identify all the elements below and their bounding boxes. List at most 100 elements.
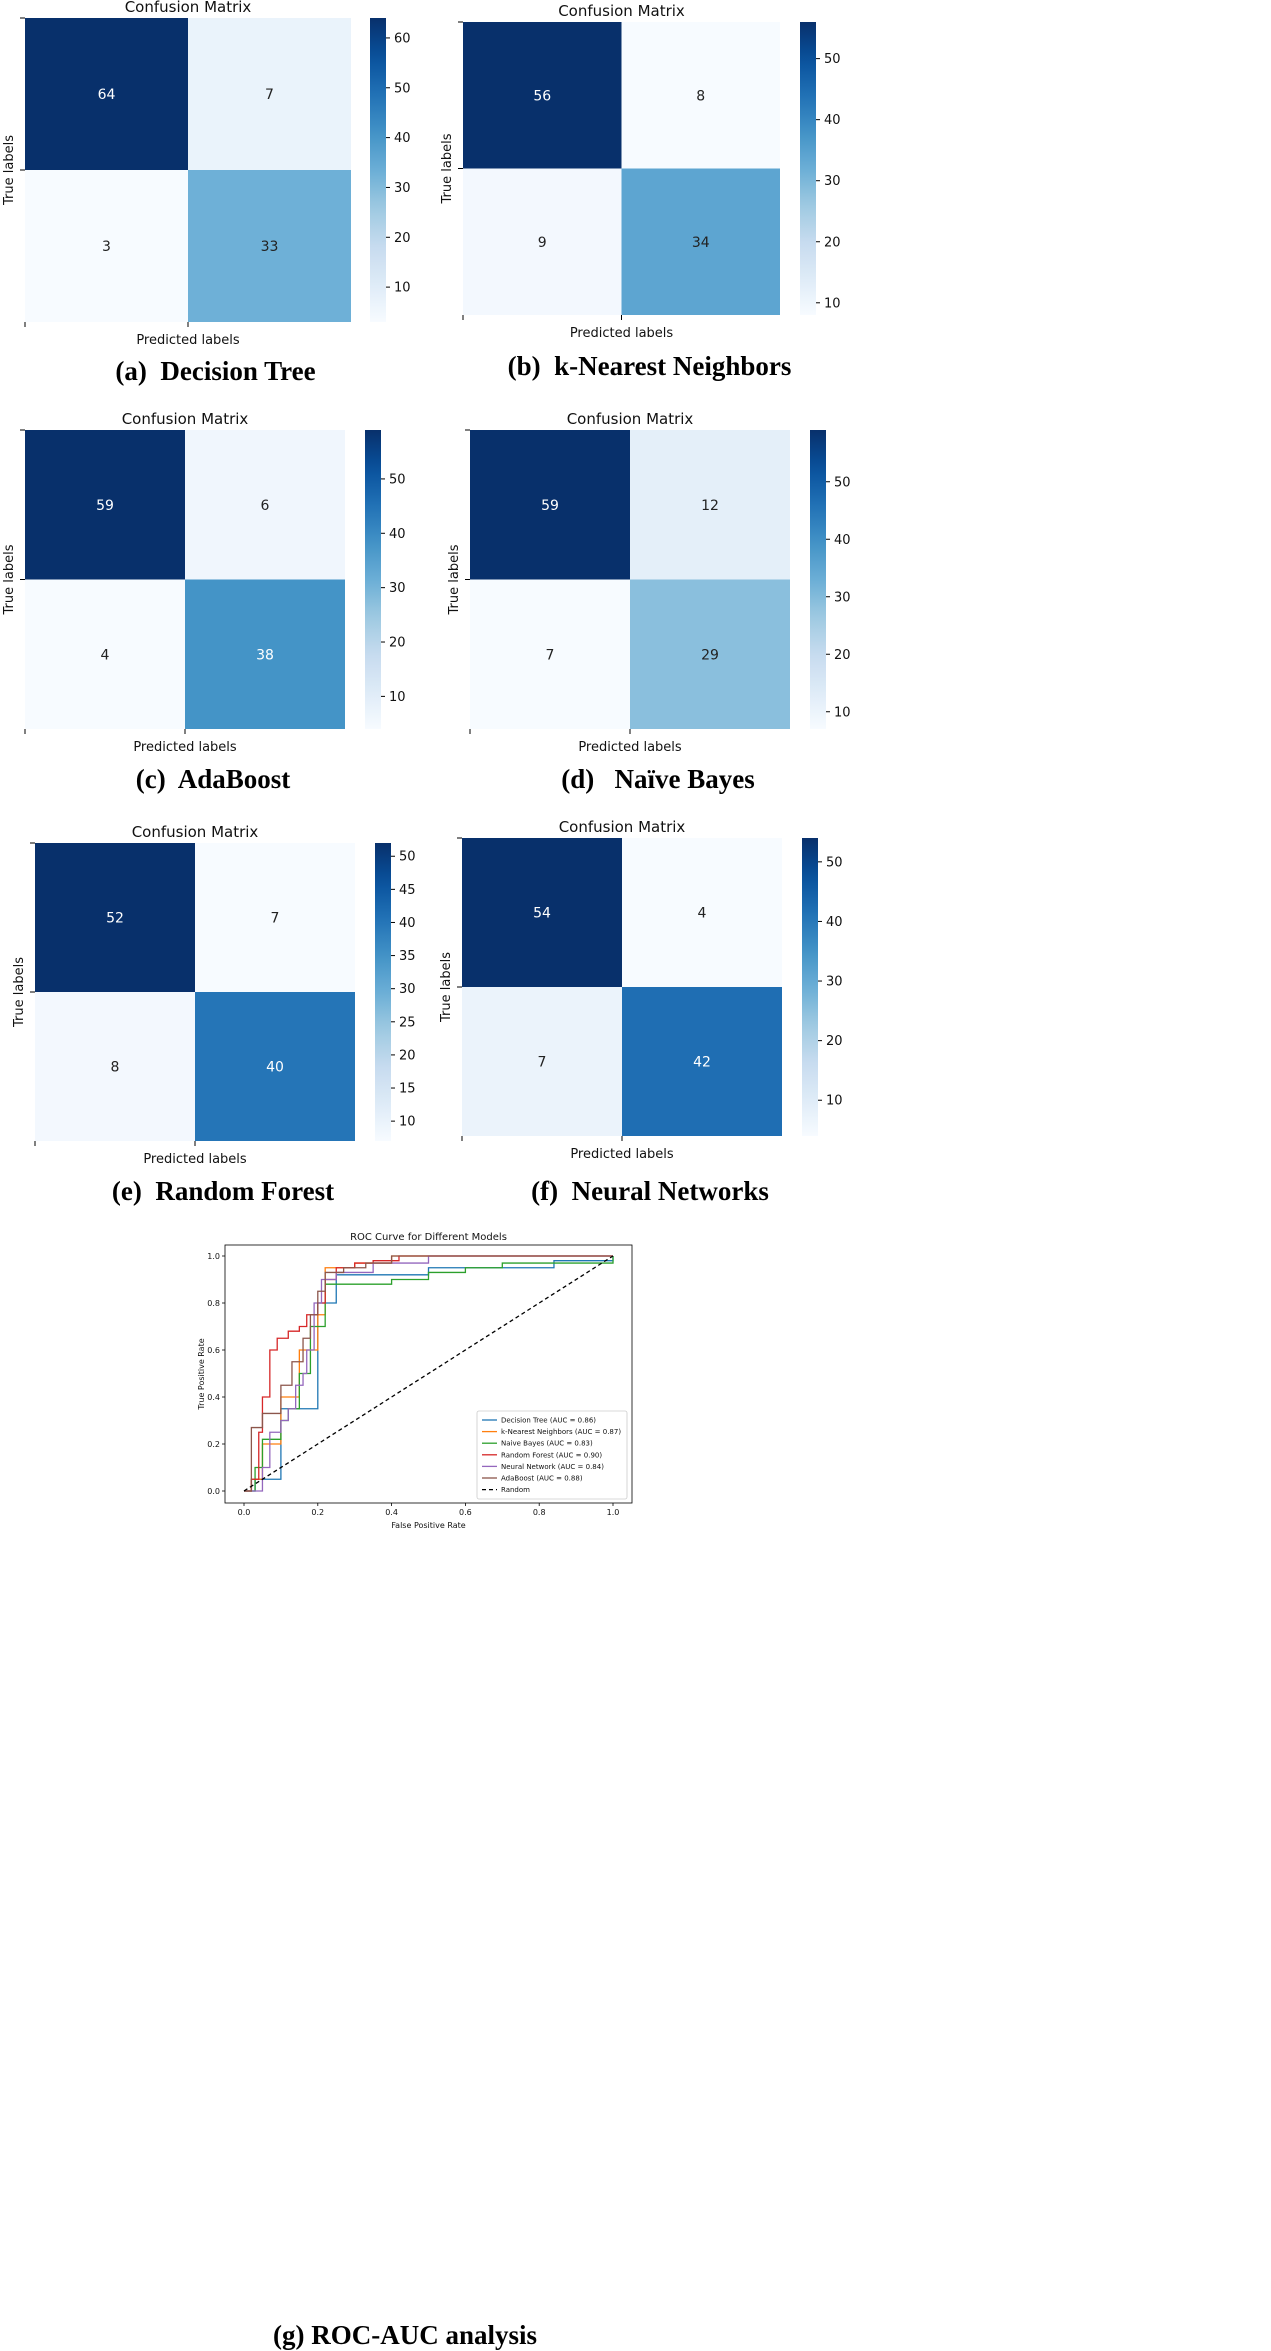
legend-label: k-Nearest Neighbors (AUC = 0.87) bbox=[501, 1428, 621, 1436]
panel-caption: (b) k-Nearest Neighbors bbox=[508, 351, 792, 381]
heatmap-cell bbox=[621, 22, 780, 169]
colorbar bbox=[365, 430, 381, 729]
colorbar-tick-label: 25 bbox=[399, 1015, 416, 1030]
colorbar-tick-label: 20 bbox=[389, 636, 406, 651]
roc-panel: ROC Curve for Different Models 0.0 0.2 0.4 0… bbox=[197, 1232, 633, 2350]
y-axis-label: True labels bbox=[2, 544, 17, 615]
confusion-matrix-panel: 59 12 7 29 Confusion Matrix Predicted labels T… bbox=[447, 410, 851, 794]
heatmap-cell bbox=[462, 838, 622, 987]
cell-value-label: 7 bbox=[546, 647, 555, 663]
legend-label: Naive Bayes (AUC = 0.83) bbox=[501, 1440, 593, 1448]
heatmap-cell bbox=[470, 430, 630, 580]
colorbar-tick-label: 40 bbox=[834, 533, 851, 548]
x-axis-label: Predicted labels bbox=[143, 1152, 247, 1167]
heatmap-cell bbox=[188, 170, 351, 322]
cell-value-label: 4 bbox=[698, 906, 707, 922]
y-tick-label: 0.8 bbox=[207, 1299, 220, 1308]
heatmap-cell bbox=[630, 430, 790, 580]
y-tick-label: 0.0 bbox=[207, 1487, 220, 1496]
colorbar-tick-label: 50 bbox=[394, 81, 411, 96]
legend-box bbox=[476, 1410, 628, 1500]
x-axis-label: False Positive Rate bbox=[391, 1521, 465, 1530]
x-tick-label: 1.0 bbox=[607, 1508, 620, 1517]
colorbar-tick-label: 35 bbox=[399, 949, 416, 964]
roc-series-line bbox=[243, 1255, 614, 1492]
y-axis-label: True labels bbox=[440, 133, 455, 204]
colorbar-tick-label: 30 bbox=[826, 975, 843, 990]
colorbar-tick-label: 10 bbox=[826, 1094, 843, 1109]
x-axis-label: Predicted labels bbox=[136, 333, 240, 348]
cell-value-label: 7 bbox=[265, 87, 274, 103]
y-axis-label: True labels bbox=[447, 544, 462, 615]
cell-value-label: 6 bbox=[261, 498, 270, 514]
cell-value-label: 40 bbox=[266, 1060, 284, 1076]
x-tick-label: 0.4 bbox=[385, 1508, 398, 1517]
colorbar-tick-label: 60 bbox=[394, 31, 411, 46]
colorbar-tick-label: 45 bbox=[399, 883, 416, 898]
cell-value-label: 7 bbox=[271, 911, 280, 927]
roc-series-line bbox=[244, 1256, 614, 1492]
heatmap-cell bbox=[185, 579, 345, 729]
colorbar-tick-label: 20 bbox=[824, 235, 841, 250]
panel-caption: (g) ROC-AUC analysis bbox=[273, 2320, 537, 2350]
colorbar-tick-label: 30 bbox=[394, 181, 411, 196]
colorbar-tick-label: 40 bbox=[824, 113, 841, 128]
chart-title: Confusion Matrix bbox=[122, 410, 249, 428]
colorbar-tick-label: 30 bbox=[834, 590, 851, 605]
chart-title: Confusion Matrix bbox=[132, 823, 259, 841]
heatmap-cell bbox=[35, 992, 195, 1141]
colorbar-tick-label: 20 bbox=[826, 1034, 843, 1049]
colorbar-tick-label: 50 bbox=[826, 855, 843, 870]
colorbar-tick-label: 50 bbox=[824, 52, 841, 67]
colorbar bbox=[375, 843, 391, 1141]
cell-value-label: 42 bbox=[693, 1055, 711, 1071]
cell-value-label: 7 bbox=[538, 1055, 547, 1071]
legend-label: Decision Tree (AUC = 0.86) bbox=[501, 1417, 596, 1425]
colorbar-tick-label: 10 bbox=[824, 296, 841, 311]
colorbar bbox=[370, 18, 386, 322]
confusion-matrix-panel: 59 6 4 38 Confusion Matrix Predicted labels Tr… bbox=[2, 410, 406, 794]
colorbar-tick-label: 40 bbox=[394, 131, 411, 146]
y-tick-label: 0.2 bbox=[207, 1440, 220, 1449]
roc-series-line bbox=[244, 1255, 613, 1492]
colorbar bbox=[810, 430, 826, 729]
colorbar-tick-label: 40 bbox=[826, 915, 843, 930]
y-axis-label: True labels bbox=[2, 135, 17, 206]
cell-value-label: 4 bbox=[101, 647, 110, 663]
colorbar-tick-label: 50 bbox=[399, 850, 416, 865]
heatmap-cell bbox=[188, 18, 351, 170]
cell-value-label: 29 bbox=[701, 647, 719, 663]
heatmap-cell bbox=[195, 992, 355, 1141]
y-tick-label: 0.4 bbox=[207, 1393, 220, 1402]
cell-value-label: 38 bbox=[256, 647, 274, 663]
colorbar-tick-label: 50 bbox=[834, 475, 851, 490]
y-tick-label: 0.6 bbox=[207, 1346, 220, 1355]
confusion-matrix-panel: 54 4 7 42 Confusion Matrix Predicted labels Tr… bbox=[439, 818, 843, 1206]
legend: Decision Tree (AUC = 0.86) k-Nearest Neig… bbox=[476, 1410, 628, 1500]
chart-title: Confusion Matrix bbox=[559, 818, 686, 836]
colorbar-tick-label: 30 bbox=[399, 982, 416, 997]
heatmap-cell bbox=[195, 843, 355, 992]
confusion-matrix-panel: 56 8 9 34 Confusion Matrix Predicted labels Tr… bbox=[440, 2, 841, 381]
colorbar bbox=[802, 838, 818, 1136]
chart-title: Confusion Matrix bbox=[558, 2, 685, 20]
cell-value-label: 54 bbox=[533, 906, 551, 922]
y-axis-label: True Positive Rate bbox=[197, 1338, 206, 1410]
colorbar-tick-label: 20 bbox=[399, 1048, 416, 1063]
chart-title: Confusion Matrix bbox=[567, 410, 694, 428]
colorbar-tick-label: 50 bbox=[389, 472, 406, 487]
panel-caption: (d) Naïve Bayes bbox=[561, 764, 754, 794]
colorbar-tick-label: 30 bbox=[824, 174, 841, 189]
cell-value-label: 56 bbox=[533, 88, 551, 104]
y-axis-label: True labels bbox=[12, 957, 27, 1028]
cell-value-label: 3 bbox=[102, 239, 111, 255]
heatmap-cell bbox=[462, 987, 622, 1136]
chart-title: Confusion Matrix bbox=[125, 0, 252, 16]
panel-caption: (f) Neural Networks bbox=[531, 1176, 769, 1206]
colorbar-tick-label: 20 bbox=[394, 231, 411, 246]
x-axis-label: Predicted labels bbox=[578, 740, 682, 755]
colorbar bbox=[800, 22, 816, 315]
panel-caption: (c) AdaBoost bbox=[136, 764, 291, 794]
heatmap-cell bbox=[185, 430, 345, 580]
